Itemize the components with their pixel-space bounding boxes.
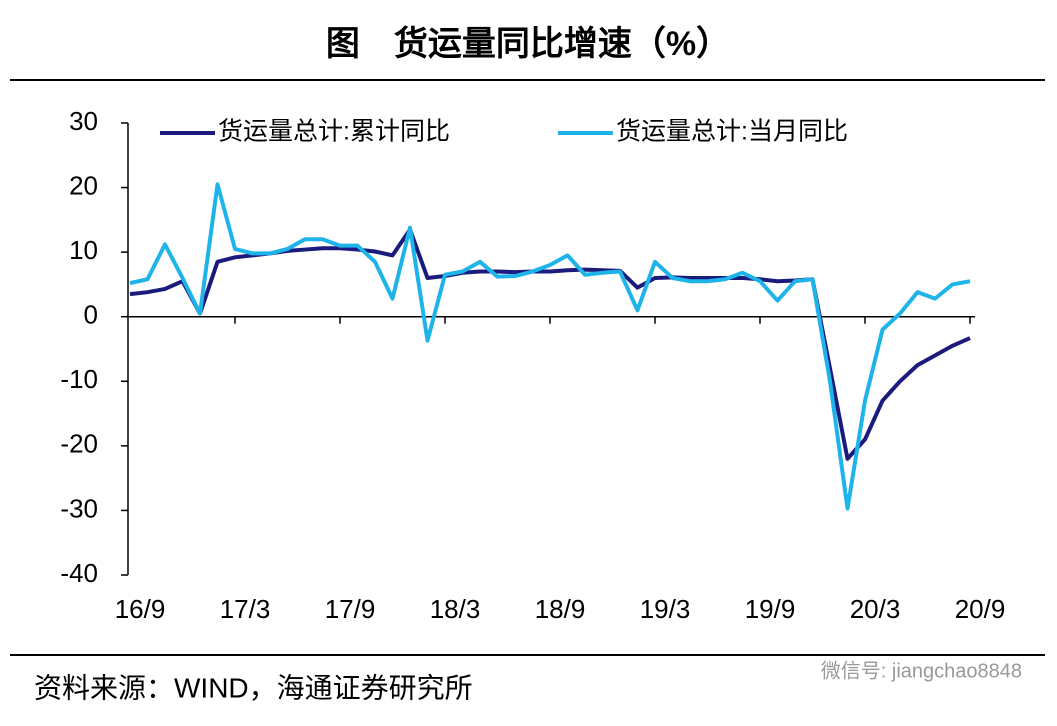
y-tick-label: -40: [60, 558, 98, 588]
watermark: 微信号: jiangchao8848: [821, 659, 1022, 682]
legend-label: 货运量总计:当月同比: [616, 118, 848, 146]
series-line: [129, 182, 971, 511]
y-tick-label: 0: [84, 300, 98, 330]
source: 资料来源：WIND，海通证券研究所: [34, 672, 473, 703]
x-tick-label: 18/3: [430, 594, 481, 624]
y-tick-label: -20: [60, 429, 98, 459]
y-tick-label: -10: [60, 364, 98, 394]
x-tick-label: 18/9: [535, 594, 586, 624]
y-tick-label: 20: [69, 170, 98, 200]
x-tick-label: 17/3: [220, 594, 271, 624]
x-tick-label: 19/9: [745, 594, 796, 624]
x-tick-label: 20/9: [955, 594, 1006, 624]
x-tick-label: 17/9: [325, 594, 376, 624]
legend-label: 货运量总计:累计同比: [218, 118, 450, 146]
x-tick-label: 19/3: [640, 594, 691, 624]
x-tick-label: 20/3: [850, 594, 901, 624]
y-tick-label: -30: [60, 493, 98, 523]
x-tick-label: 16/9: [115, 594, 166, 624]
y-tick-label: 30: [69, 106, 98, 136]
y-tick-label: 10: [69, 235, 98, 265]
chart-title: 图 货运量同比增速（%）: [326, 24, 730, 63]
